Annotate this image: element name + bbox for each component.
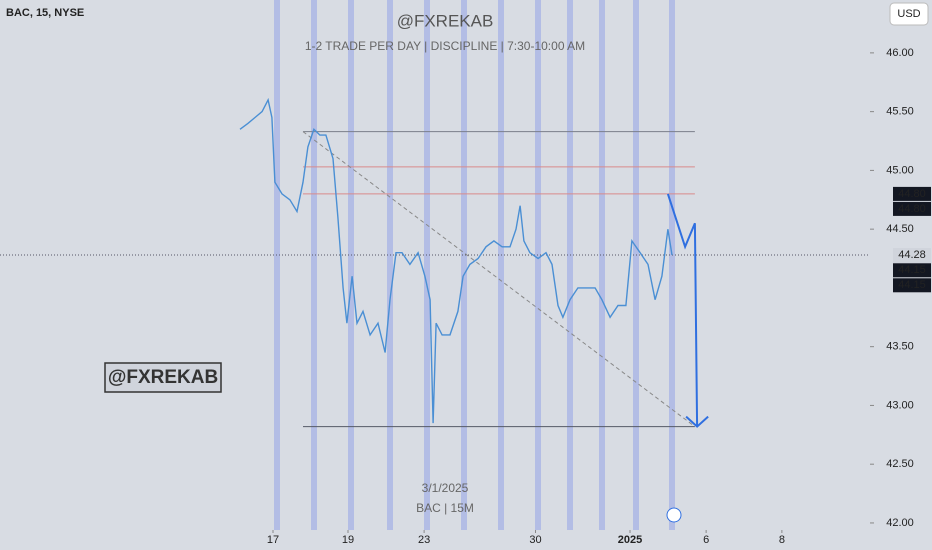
currency-button[interactable] xyxy=(889,2,929,26)
subtitle: 1-2 TRADE PER DAY | DISCIPLINE | 7:30-10… xyxy=(305,39,585,53)
x-tick-label: 30 xyxy=(529,534,541,546)
price-label-box xyxy=(893,186,931,201)
price-label: 44.15 xyxy=(898,264,926,276)
y-tick-label: 46.00 xyxy=(886,47,914,59)
y-tick-label: 43.50 xyxy=(886,341,914,353)
price-label: 44.80 xyxy=(898,188,926,200)
session-band xyxy=(567,0,573,530)
price-label-box xyxy=(893,278,931,293)
x-tick-label: 23 xyxy=(418,534,430,546)
event-icon[interactable] xyxy=(666,507,682,523)
price-label: 44.28 xyxy=(898,249,926,261)
price-label-box xyxy=(893,201,931,216)
session-band xyxy=(387,0,393,530)
x-tick-label: 19 xyxy=(342,534,354,546)
y-tick-label: 45.50 xyxy=(886,106,914,118)
price-label-box xyxy=(893,263,931,278)
session-band xyxy=(274,0,280,530)
arrow-head xyxy=(685,415,709,428)
currency[interactable]: USD xyxy=(897,8,920,20)
x-tick-label: 2025 xyxy=(618,534,642,546)
session-band xyxy=(599,0,605,530)
session-band xyxy=(424,0,430,530)
footer-label: BAC | 15M xyxy=(416,501,474,515)
price-line xyxy=(239,97,673,424)
footer-date: 3/1/2025 xyxy=(422,481,469,495)
trend-line xyxy=(302,131,696,427)
projection-arrow xyxy=(666,193,699,427)
session-bands xyxy=(274,0,675,530)
watermark: @FXREKAB xyxy=(108,367,218,388)
price-label: 44.15 xyxy=(898,279,926,291)
session-band xyxy=(461,0,467,530)
price-label: 44.80 xyxy=(898,203,926,215)
y-tick-label: 45.00 xyxy=(886,164,914,176)
watermark-box xyxy=(104,362,222,393)
session-band xyxy=(348,0,354,530)
x-tick-label: 8 xyxy=(779,534,785,546)
y-tick-label: 43.00 xyxy=(886,399,914,411)
y-tick-label: 42.50 xyxy=(886,458,914,470)
y-tick-label: 42.00 xyxy=(886,517,914,529)
chart-title: @FXREKAB xyxy=(397,11,494,30)
session-band xyxy=(535,0,541,530)
y-tick-label: 44.50 xyxy=(886,223,914,235)
session-band xyxy=(498,0,504,530)
x-tick-label: 6 xyxy=(703,534,709,546)
session-band xyxy=(311,0,317,530)
session-band xyxy=(633,0,639,530)
symbol: BAC, 15, NYSE xyxy=(6,7,84,19)
x-tick-label: 17 xyxy=(267,534,279,546)
session-band xyxy=(669,0,675,530)
